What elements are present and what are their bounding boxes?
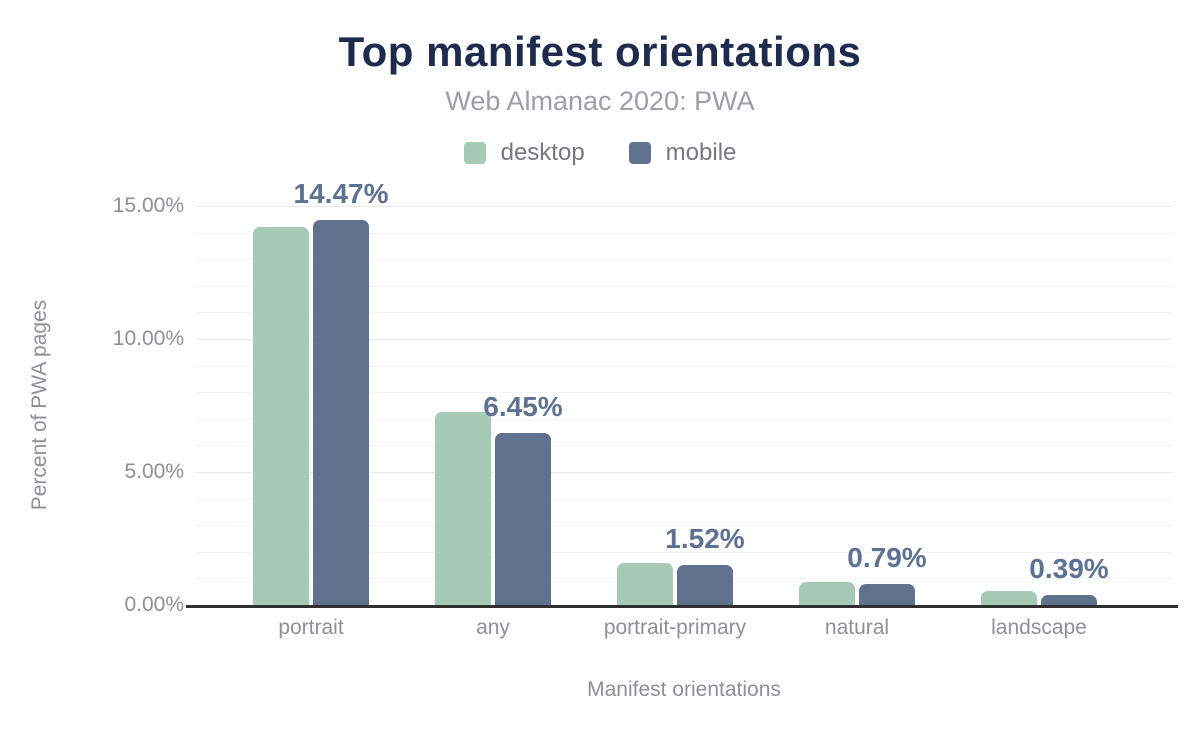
y-tick-label: 0.00% xyxy=(124,593,184,616)
mobile-legend-swatch-icon xyxy=(628,142,651,164)
x-axis-line xyxy=(186,605,1178,608)
minor-gridline xyxy=(196,365,1172,367)
minor-gridline xyxy=(196,498,1172,500)
data-label-natural: 0.79% xyxy=(847,541,927,573)
data-label-any: 6.45% xyxy=(483,391,563,423)
minor-gridline xyxy=(196,285,1172,287)
x-axis-title: Manifest orientations xyxy=(587,678,781,701)
major-gridline xyxy=(196,339,1172,340)
bar-mobile-any[interactable] xyxy=(495,433,551,605)
bar-mobile-portrait[interactable] xyxy=(313,220,369,605)
legend-label-mobile: mobile xyxy=(665,139,737,166)
bar-desktop-any[interactable] xyxy=(435,412,491,605)
data-label-portrait: 14.47% xyxy=(293,178,389,210)
bar-desktop-landscape[interactable] xyxy=(981,590,1037,605)
bar-mobile-landscape[interactable] xyxy=(1041,594,1097,605)
y-axis-title: Percent of PWA pages xyxy=(28,299,51,511)
legend-item-mobile[interactable]: mobile xyxy=(628,139,737,167)
chart-subtitle: Web Almanac 2020: PWA xyxy=(445,86,755,116)
minor-gridline xyxy=(196,418,1172,420)
minor-gridline xyxy=(196,392,1172,394)
legend-item-desktop[interactable]: desktop xyxy=(463,139,585,167)
y-tick-label: 10.00% xyxy=(112,327,184,350)
major-gridline xyxy=(196,206,1172,207)
major-gridline xyxy=(196,472,1172,473)
bar-desktop-portrait[interactable] xyxy=(253,226,309,605)
x-tick-label-natural: natural xyxy=(824,616,890,639)
desktop-legend-swatch-icon xyxy=(463,142,486,164)
chart-title: Top manifest orientations xyxy=(338,28,862,75)
data-label-portrait-primary: 1.52% xyxy=(665,522,745,554)
x-tick-label-portrait-primary: portrait-primary xyxy=(603,616,747,639)
minor-gridline xyxy=(196,232,1172,234)
bar-desktop-natural[interactable] xyxy=(799,582,855,605)
legend: desktop mobile xyxy=(0,139,1200,167)
minor-gridline xyxy=(196,445,1172,447)
bar-mobile-portrait-primary[interactable] xyxy=(677,564,733,605)
y-tick-label: 5.00% xyxy=(124,460,184,483)
minor-gridline xyxy=(196,525,1172,527)
x-tick-label-any: any xyxy=(476,616,510,639)
data-label-landscape: 0.39% xyxy=(1029,552,1109,584)
minor-gridline xyxy=(196,551,1172,553)
bar-mobile-natural[interactable] xyxy=(859,583,915,605)
y-tick-label: 15.00% xyxy=(112,194,184,217)
legend-label-desktop: desktop xyxy=(500,139,585,166)
minor-gridline xyxy=(196,312,1172,314)
minor-gridline xyxy=(196,259,1172,261)
x-tick-label-portrait: portrait xyxy=(278,616,344,639)
x-tick-label-landscape: landscape xyxy=(991,616,1087,639)
bar-desktop-portrait-primary[interactable] xyxy=(617,563,673,605)
